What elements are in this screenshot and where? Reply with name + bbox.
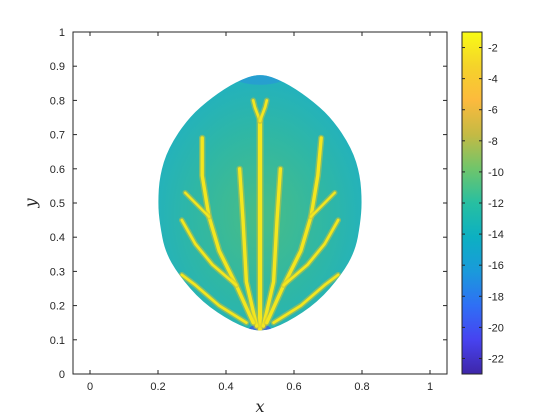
- vein-left-main: [200, 136, 255, 325]
- y-tick-label: 1: [59, 27, 65, 39]
- vein-inner-left: [237, 167, 259, 328]
- vein-right-lower: [272, 273, 340, 325]
- y-axis-label: y: [21, 198, 40, 209]
- colorbar-tick-label: -16: [488, 260, 504, 272]
- colorbar-tick-label: -14: [488, 229, 504, 241]
- plot-area: [73, 32, 447, 374]
- y-tick-label: 0.1: [50, 335, 65, 347]
- colorbar-gradient: [462, 32, 482, 374]
- y-tick-label: 0.2: [50, 301, 65, 313]
- y-tick-label: 0.5: [50, 198, 65, 210]
- colorbar-tick-label: -6: [488, 105, 498, 117]
- axes: 0 0.2 0.4 0.6 0.8 1 0 0.1 0.2 0.3 0.4 0.5 0.6 0.7 0.8 0…: [50, 27, 448, 393]
- vein-right-sub-mid: [282, 218, 340, 287]
- y-tick-label: 0.8: [50, 95, 65, 107]
- colorbar-tick-label: -18: [488, 291, 504, 303]
- y-tick-label: 0.7: [50, 130, 65, 142]
- vein-top-fork-left: [251, 99, 262, 123]
- colorbar-tick-label: -10: [488, 167, 504, 179]
- colorbar: -2 -4 -6 -8 -10 -12 -14 -16 -18 -20 -22: [461, 31, 504, 375]
- y-tick-label: 0.3: [50, 266, 65, 278]
- y-tick-label: 0: [59, 369, 65, 381]
- colorbar-tick-label: -22: [488, 353, 504, 365]
- vein-right-sub-upper: [309, 191, 336, 218]
- top-apex-tint: [232, 75, 288, 85]
- colorbar-tick-label: -4: [488, 74, 498, 86]
- colorbar-tick-label: -8: [488, 136, 498, 148]
- vein-left-sub-mid: [180, 218, 238, 287]
- x-tick-label: 0.8: [354, 381, 369, 393]
- vein-network: [178, 97, 342, 331]
- y-tick-label: 0.4: [50, 232, 65, 244]
- vein-top-fork-right: [258, 99, 269, 123]
- x-tick-label: 0.4: [218, 381, 233, 393]
- x-tick-label: 0: [87, 381, 93, 393]
- colorbar-tick-label: -20: [488, 322, 504, 334]
- x-tick-label: 0.6: [286, 381, 301, 393]
- vein-left-sub-upper: [184, 191, 211, 218]
- vein-right-main: [265, 136, 323, 325]
- colorbar-tick-label: -2: [488, 43, 498, 55]
- colorbar-tick-label: -12: [488, 198, 504, 210]
- y-tick-label: 0.9: [50, 61, 65, 73]
- vein-left-lower: [180, 273, 248, 325]
- x-axis-label: x: [255, 397, 264, 416]
- vein-inner-right: [261, 167, 283, 328]
- y-tick-label: 0.6: [50, 164, 65, 176]
- x-tick-label: 0.2: [150, 381, 165, 393]
- x-tick-label: 1: [427, 381, 433, 393]
